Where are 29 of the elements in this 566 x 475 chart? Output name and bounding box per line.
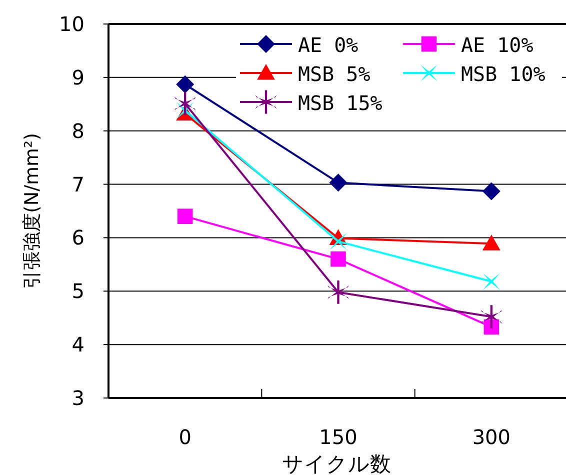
- legend-label: MSB 5%: [298, 62, 370, 86]
- legend-label: MSB 10%: [461, 62, 546, 86]
- point: [330, 251, 346, 267]
- y-tick-label: 7: [72, 172, 84, 196]
- x-tick-label: 150: [319, 425, 358, 449]
- legend-label: AE 10%: [461, 33, 534, 57]
- y-axis-title: 引張強度(N/mm²): [21, 132, 43, 290]
- point: [177, 208, 193, 224]
- x-axis-title: サイクル数: [282, 452, 391, 475]
- x-tick-label: 0: [178, 425, 192, 449]
- x-tick-label: 300: [472, 425, 511, 449]
- point: [482, 234, 500, 250]
- point: [328, 232, 348, 251]
- y-tick-label: 4: [72, 332, 84, 357]
- legend-label: MSB 15%: [298, 91, 382, 115]
- y-tick-label: 10: [59, 12, 84, 36]
- point: [480, 305, 502, 328]
- y-tick-label: 6: [72, 226, 84, 250]
- point: [482, 182, 500, 200]
- point: [482, 272, 501, 291]
- point: [329, 174, 348, 192]
- point: [328, 280, 349, 304]
- legend-label: AE 0%: [298, 33, 358, 57]
- y-tick-label: 5: [72, 279, 84, 304]
- y-tick-label: 8: [72, 118, 84, 143]
- point: [176, 75, 194, 94]
- point: [174, 92, 196, 116]
- y-tick-label: 9: [72, 65, 84, 90]
- y-tick-label: 3: [72, 386, 84, 410]
